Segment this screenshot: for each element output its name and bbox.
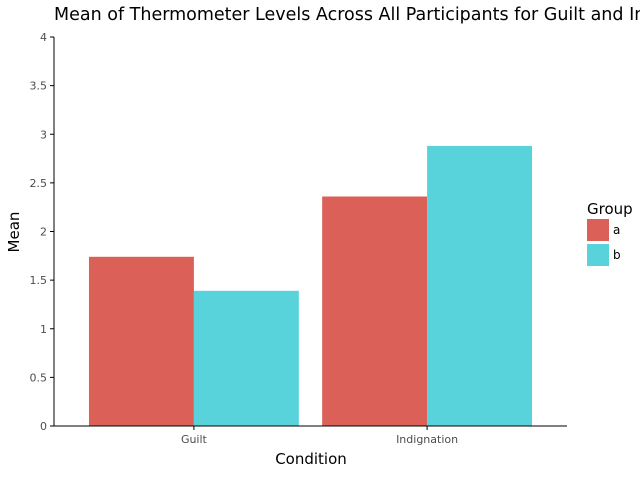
y-tick-label: 3.5 (30, 80, 48, 93)
chart-title: Mean of Thermometer Levels Across All Pa… (54, 5, 640, 25)
y-tick-label: 0 (40, 420, 47, 433)
legend-swatch-b (587, 244, 609, 266)
legend-swatch-a (587, 219, 609, 241)
bars (88, 145, 533, 427)
y-tick-label: 1 (40, 323, 47, 336)
y-axis-title: Mean (5, 212, 23, 253)
y-tick-label: 0.5 (30, 371, 48, 384)
y-tick-label: 3 (40, 128, 47, 141)
bar-b-guilt (193, 290, 299, 426)
x-tick-label: Guilt (181, 433, 208, 446)
y-axis-ticks: 0 0.5 1 1.5 2 2.5 3 3.5 4 (30, 31, 54, 433)
bar-a-guilt (88, 256, 194, 426)
legend: Group ab (587, 200, 633, 266)
legend-label-a: a (613, 223, 620, 237)
legend-title: Group (587, 200, 633, 218)
x-axis-ticks: Guilt Indignation (181, 426, 458, 446)
y-tick-label: 4 (40, 31, 47, 44)
bar-a-indignation (322, 196, 428, 426)
bar-b-indignation (427, 145, 533, 427)
y-tick-label: 1.5 (30, 274, 48, 287)
y-tick-label: 2 (40, 226, 47, 239)
y-tick-label: 2.5 (30, 177, 48, 190)
x-axis-title: Condition (275, 450, 347, 468)
legend-label-b: b (613, 248, 621, 262)
x-tick-label: Indignation (396, 433, 458, 446)
